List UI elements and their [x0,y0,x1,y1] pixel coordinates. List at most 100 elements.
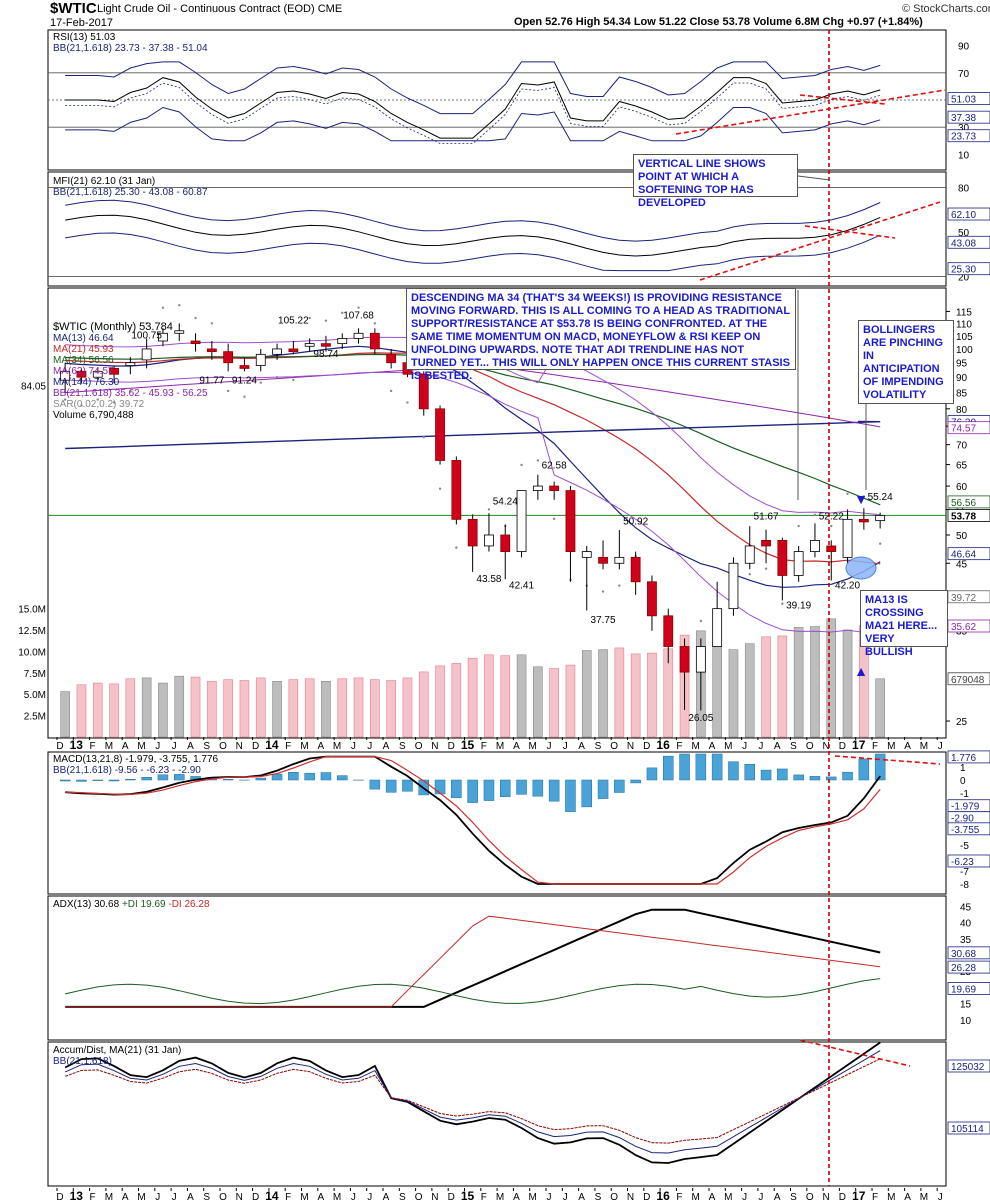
candle-body [435,408,445,461]
sar-dot [96,398,99,401]
top-axis-month-label: A [187,741,194,752]
up-arrow-icon: ▲ [854,663,868,679]
top-axis-month-label: S [399,741,406,752]
adx-axis-label: 45 [960,902,972,913]
candle-body [858,518,869,523]
price-label: 37.75 [591,615,616,626]
macd-histogram-bar [500,779,511,797]
candle-body [272,348,282,355]
macd-histogram-bar [695,753,707,781]
adx-right-tag-box [947,946,990,960]
bottom-axis-month-label: 13 [70,1189,84,1203]
volume-bar [777,635,788,738]
top-axis-month-label: D [839,741,846,752]
price-right-tag-box [947,421,990,435]
bottom-axis-month-label: M [300,1192,308,1203]
sar-dot [878,542,882,545]
plus-di-line [65,978,881,1005]
price-right-tag: 35.62 [951,622,976,633]
candle-body [337,338,348,345]
bottom-axis-month-label: 14 [265,1189,279,1203]
macd-histogram-bar [548,779,560,802]
sar-dot [601,590,605,593]
macd-histogram-bar [288,772,299,781]
mfi-trendline [699,201,941,281]
sar-dot [80,404,83,407]
price-right-tag-box [947,590,990,604]
macd-right-tag: -1.979 [951,802,980,813]
mfi-right-tag-box [947,262,990,276]
macd-panel-frame [47,751,947,895]
candle-body [174,330,185,334]
candle-body [125,362,136,366]
macd-histogram-bar [809,776,821,781]
macd-histogram-bar [271,773,283,781]
price-label: 107.68 [343,311,374,322]
sar-dot [422,435,425,439]
top-axis-month-label: J [351,741,356,752]
top-axis-month-label: 14 [265,738,279,752]
ma13-legend: MA(13) 46.64 [53,333,114,344]
top-axis-month-label: F [872,741,878,752]
candle-body [418,373,429,410]
ad-right-tag-box [947,1121,990,1135]
price-right-tag: 74.57 [951,424,976,435]
top-axis-month-label: A [774,741,781,752]
sar-dot [699,619,703,623]
top-axis-month-label: M [529,741,537,752]
adx-axis-label: 10 [960,1016,972,1027]
candle-body [92,370,103,378]
top-axis-month-label: A [122,741,129,752]
top-axis-month-label: A [709,741,716,752]
sar-dot [178,303,181,307]
price-axis-label: 95 [956,359,968,370]
macd-histogram-bar [532,779,544,797]
price-axis-label: 60 [956,482,968,493]
price-label: 50.92 [623,516,648,527]
top-axis-month-label: N [236,741,243,752]
volume-axis-label: 15.0M [18,605,46,616]
volume-bar [255,677,266,738]
rsi-bb-legend-line: BB(21,1.618) 23.73 - 37.38 - 51.04 [53,43,208,54]
bottom-axis-month-label: A [578,1192,585,1203]
top-axis-month-label: 17 [852,738,866,752]
price-label: 39.19 [786,601,811,612]
top-axis-month-label: J [172,741,177,752]
mfi-axis-label: 80 [958,183,970,194]
bb-lower-line [65,371,881,635]
price-label: 98.74 [313,349,338,360]
sar-dot [862,495,866,498]
bottom-axis-month-label: A [513,1192,520,1203]
top-axis-month-label: 13 [70,738,84,752]
macd-histogram-bar [174,774,185,781]
candle-body [386,353,397,364]
sar-dot [373,322,377,325]
bottom-axis-month-label: A [709,1192,716,1203]
volume-bar [109,683,119,738]
sar-dot [112,401,116,404]
bottom-axis-month-label: N [822,1192,829,1203]
macd-histogram-bar [369,779,381,790]
macd-right-tag: 1.776 [951,753,976,764]
top-axis-month-label: 16 [656,738,670,752]
macd-histogram-bar [222,779,234,781]
ma13-annotation: MA13 IS CROSSING MA21 HERE... VERY BULLI… [860,590,948,658]
sar-dot [487,508,491,511]
ad-legend: Accum/Dist, MA(21) (31 Jan) BB(21,1.618) [53,1045,181,1067]
bottom-axis-month-label: S [595,1192,602,1203]
candle-body [728,562,739,610]
candle-body [60,370,71,381]
rsi-line [65,77,881,139]
bottom-axis-month-label: A [317,1192,324,1203]
price-axis-label: 110 [956,319,972,330]
volume-bar [484,654,494,738]
mfi-right-tag-box [947,235,990,249]
rsi-right-tag: 23.73 [951,132,976,143]
price-label: 91.77 [199,375,224,386]
adx-axis-label: 35 [960,935,972,946]
volume-bar [304,678,315,738]
sar-dot [194,316,197,320]
volume-bar [500,655,511,738]
volume-bar [712,642,722,738]
bottom-axis-month-label: M [137,1192,145,1203]
